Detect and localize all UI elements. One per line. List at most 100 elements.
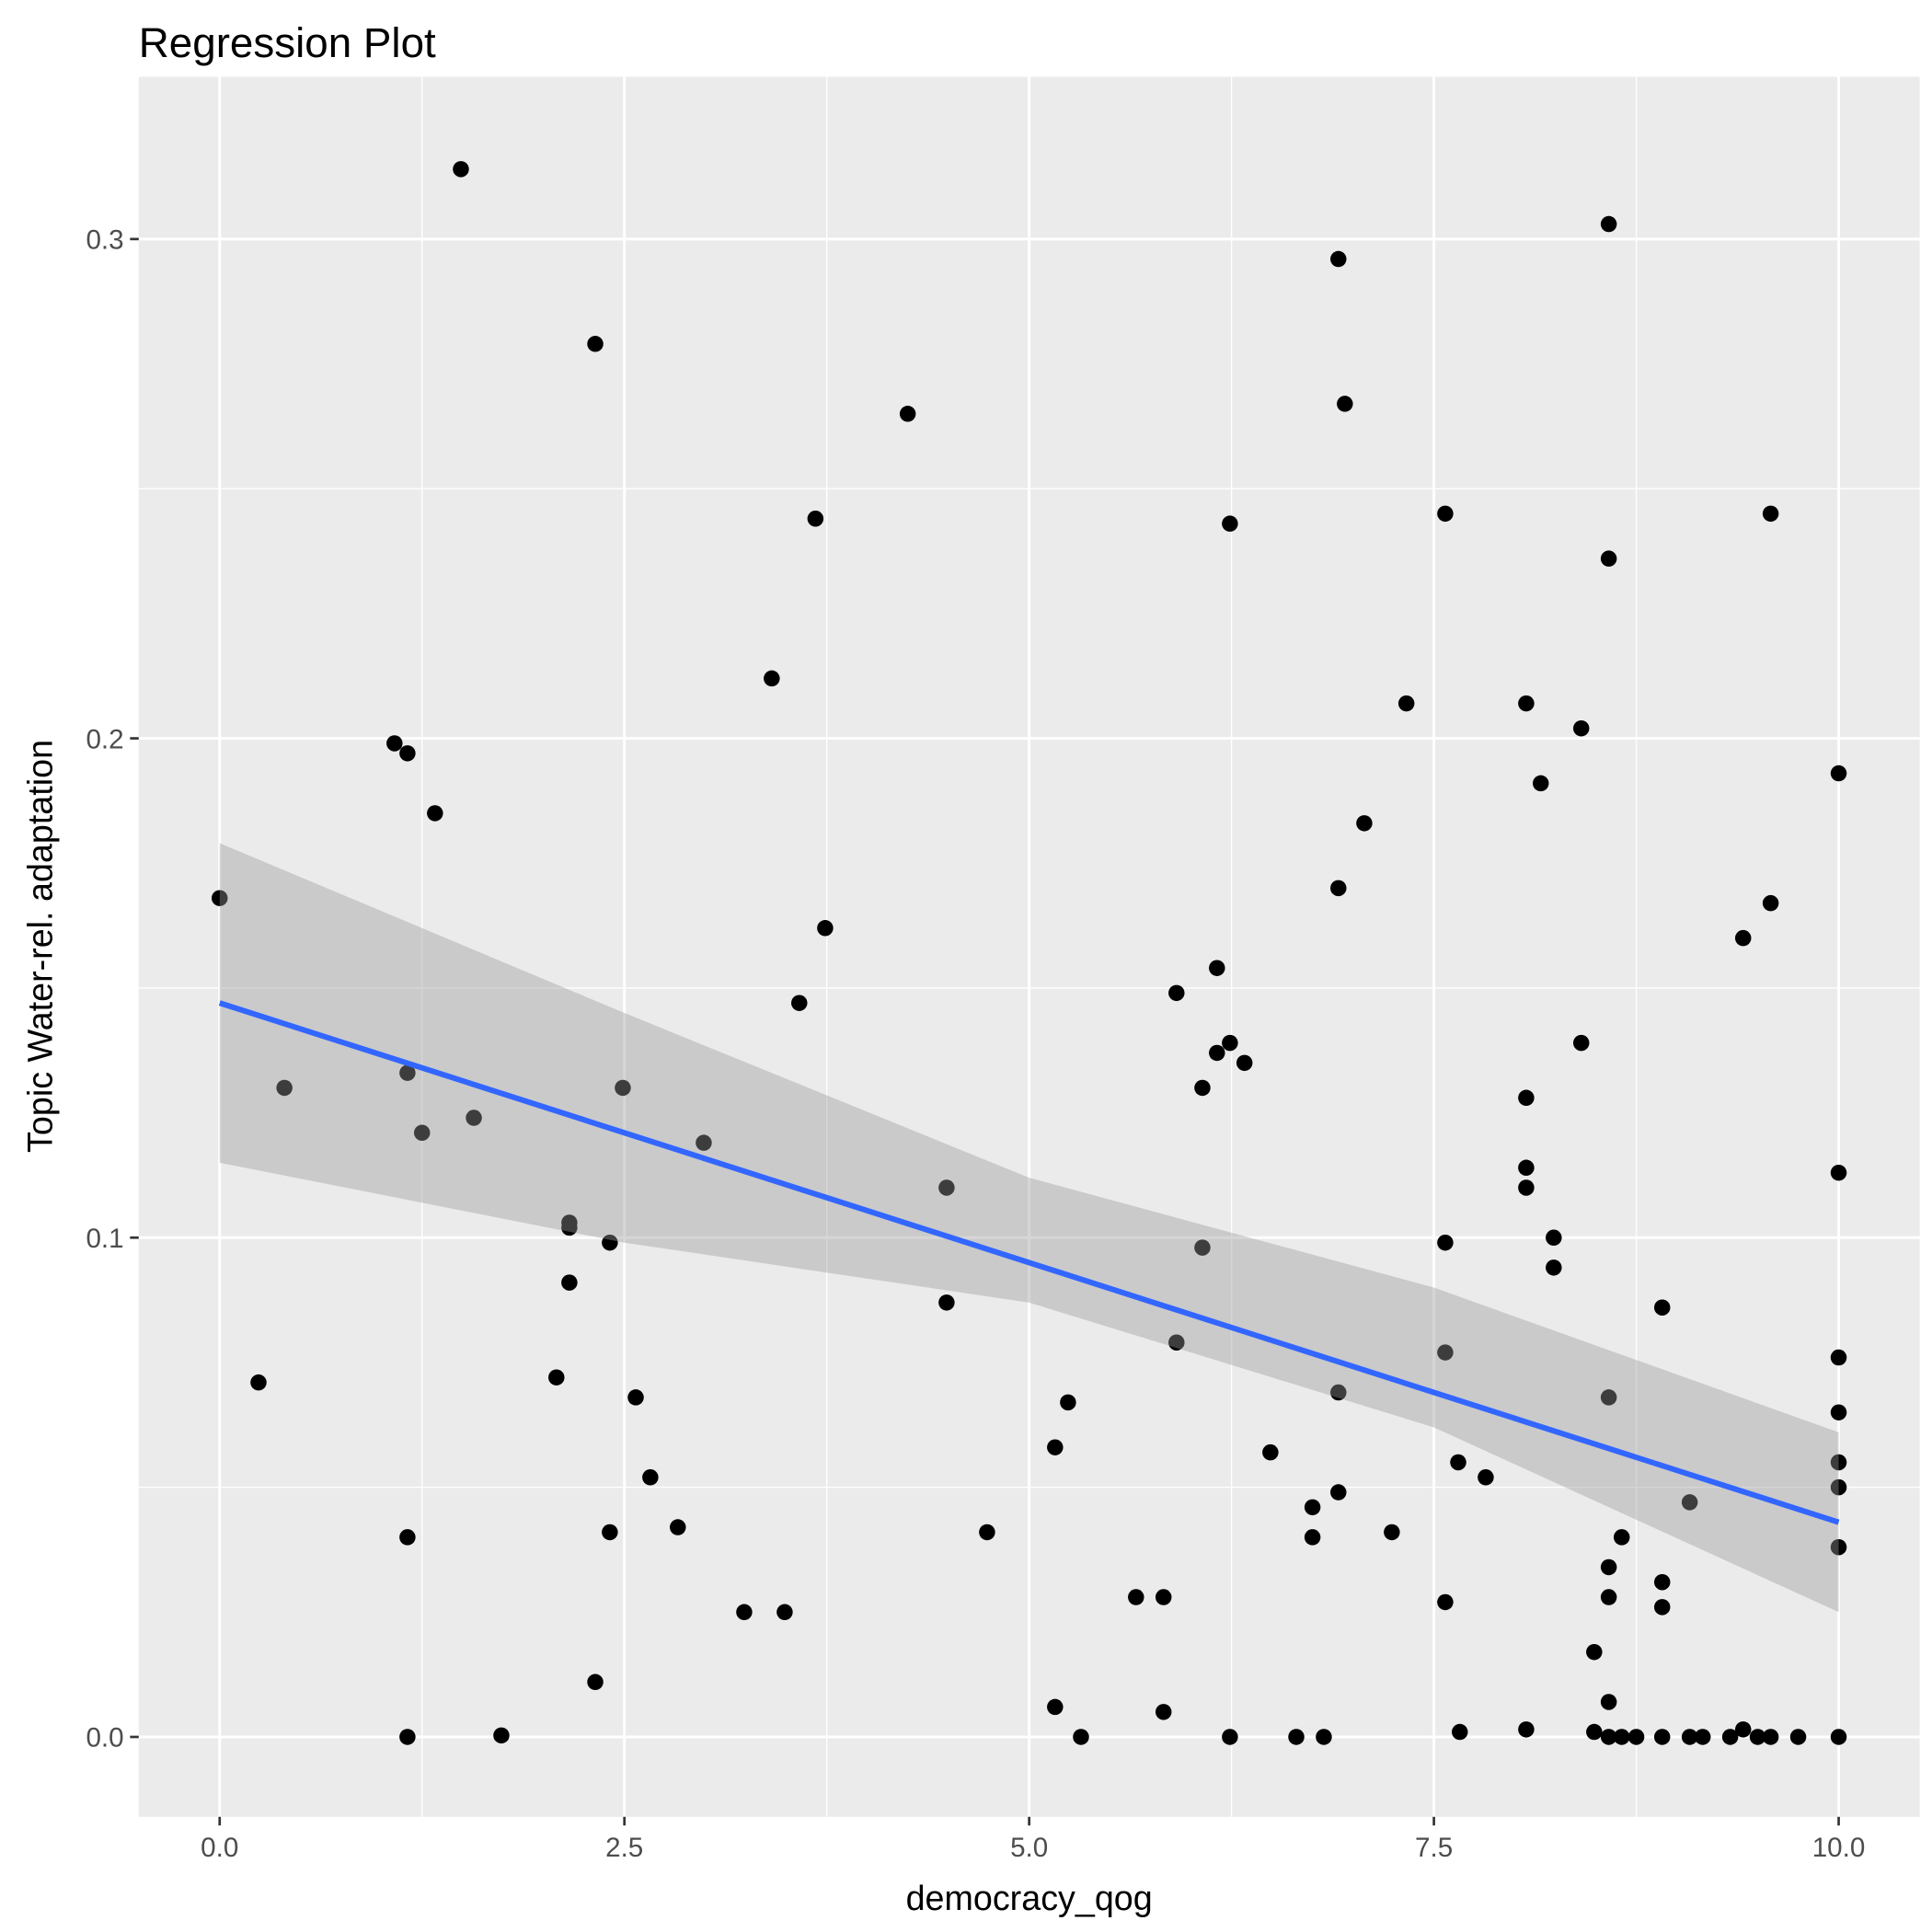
data-point (1613, 1729, 1630, 1745)
data-point (548, 1369, 565, 1386)
scatter-points (212, 161, 1847, 1745)
data-point (1830, 1729, 1847, 1745)
data-point (938, 1294, 955, 1311)
data-point (1681, 1729, 1698, 1745)
data-point (561, 1219, 578, 1236)
data-point (1830, 1164, 1847, 1181)
data-point (627, 1389, 644, 1406)
chart-title: Regression Plot (139, 19, 436, 66)
data-point (1452, 1723, 1468, 1741)
data-point (1222, 515, 1238, 532)
data-point (399, 1529, 416, 1546)
data-point (1518, 1159, 1535, 1177)
data-point (1209, 960, 1225, 976)
data-point (587, 1673, 604, 1691)
data-point (493, 1727, 510, 1744)
data-point (1653, 1299, 1671, 1316)
data-point (1734, 1721, 1752, 1738)
data-point (817, 920, 834, 937)
data-point (1762, 894, 1779, 912)
data-point (1060, 1394, 1076, 1411)
data-point (696, 1134, 712, 1151)
x-axis-label: democracy_qog (906, 1879, 1153, 1917)
data-point (1789, 1729, 1807, 1745)
data-point (1155, 1704, 1172, 1720)
x-tick-label: 10.0 (1812, 1833, 1866, 1863)
data-point (1518, 1179, 1535, 1196)
data-point (1437, 1593, 1454, 1611)
data-point (1478, 1469, 1494, 1486)
data-point (602, 1524, 618, 1541)
data-point (899, 406, 916, 422)
data-point (1316, 1729, 1332, 1745)
data-point (561, 1274, 578, 1291)
data-point (1384, 1524, 1400, 1541)
data-point (1168, 984, 1185, 1002)
data-point (1356, 815, 1373, 832)
data-point (642, 1469, 659, 1486)
data-point (1330, 1384, 1347, 1401)
data-point (1586, 1643, 1603, 1661)
data-point (1222, 1034, 1238, 1052)
x-tick-label: 5.0 (1010, 1833, 1048, 1863)
data-point (1613, 1529, 1630, 1546)
confidence-band (219, 843, 1839, 1613)
regression-line (218, 1000, 1840, 1525)
data-point (670, 1519, 686, 1535)
data-point (1262, 1443, 1279, 1461)
data-point (1694, 1729, 1711, 1745)
data-point (736, 1604, 753, 1621)
gridlines (138, 76, 1920, 1817)
data-point (1518, 1089, 1535, 1107)
data-point (1532, 775, 1549, 792)
data-point (1304, 1499, 1321, 1516)
y-tick-label: 0.0 (86, 1723, 123, 1754)
data-point (1572, 1034, 1590, 1052)
data-point (1734, 929, 1752, 947)
data-point (1653, 1729, 1671, 1745)
data-point (276, 1079, 293, 1097)
data-point (1830, 1538, 1847, 1556)
data-point (1330, 250, 1347, 268)
data-point (1830, 1349, 1847, 1366)
data-point (602, 1234, 618, 1251)
data-point (1600, 1694, 1617, 1710)
data-point (1437, 505, 1454, 523)
data-point (615, 1079, 631, 1097)
data-point (427, 805, 443, 822)
data-point (399, 1729, 416, 1745)
y-axis-label: Topic Water-rel. adaptation (21, 740, 60, 1153)
data-point (1437, 1344, 1454, 1361)
x-tick-label: 2.5 (605, 1833, 643, 1863)
y-tick-label: 0.2 (86, 724, 123, 754)
data-point (587, 336, 604, 352)
data-point (1653, 1599, 1671, 1616)
data-point (250, 1374, 267, 1391)
data-point (1155, 1589, 1172, 1605)
data-point (1830, 1454, 1847, 1471)
data-point (1222, 1729, 1238, 1745)
data-point (1546, 1229, 1562, 1247)
data-point (1168, 1334, 1185, 1351)
y-tick-label: 0.3 (86, 225, 123, 256)
data-point (1337, 396, 1353, 412)
data-point (1209, 1044, 1225, 1062)
data-point (807, 511, 824, 527)
x-tick-label: 0.0 (201, 1833, 238, 1863)
data-point (1600, 215, 1617, 233)
data-point (1600, 1589, 1617, 1605)
data-point (776, 1604, 793, 1621)
data-point (1236, 1054, 1253, 1072)
data-point (1194, 1079, 1211, 1097)
data-point (1830, 765, 1847, 782)
data-point (1627, 1729, 1645, 1745)
x-tick-label: 7.5 (1415, 1833, 1453, 1863)
data-point (1047, 1439, 1064, 1455)
data-point (1830, 1404, 1847, 1420)
data-point (413, 1124, 431, 1142)
data-point (399, 745, 416, 762)
data-point (1437, 1234, 1454, 1251)
data-point (1600, 1558, 1617, 1576)
data-point (466, 1110, 482, 1126)
